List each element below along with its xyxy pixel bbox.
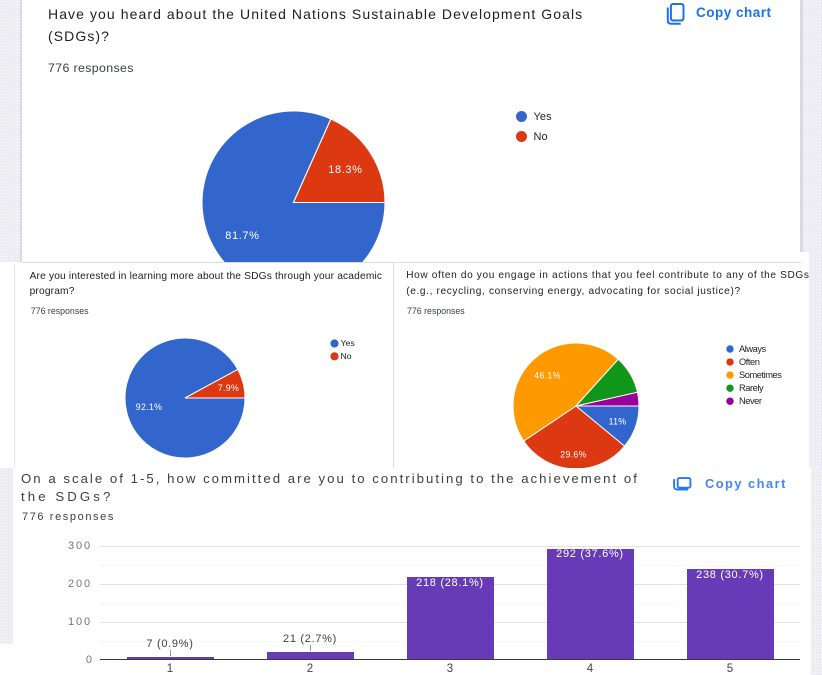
svg-text:29.6%: 29.6% — [560, 449, 586, 459]
svg-text:81.7%: 81.7% — [225, 230, 259, 242]
svg-text:46.1%: 46.1% — [534, 370, 560, 380]
svg-text:7.9%: 7.9% — [217, 383, 238, 393]
svg-text:92.1%: 92.1% — [135, 402, 161, 412]
svg-text:11%: 11% — [608, 416, 626, 426]
svg-text:18.3%: 18.3% — [328, 164, 362, 176]
